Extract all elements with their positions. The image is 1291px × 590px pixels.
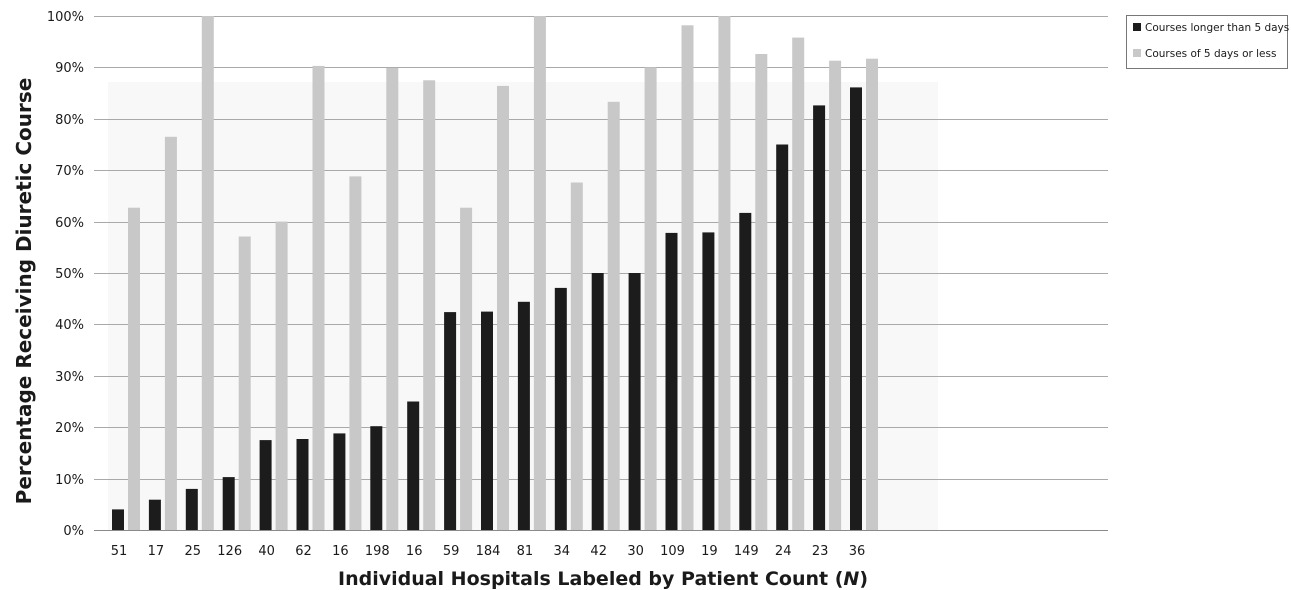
x-tick-label: 184: [476, 544, 501, 559]
bar-5-days-or-less: [718, 16, 731, 530]
bar-longer-than-5-days: [554, 287, 567, 530]
legend-swatch-long: [1133, 23, 1141, 31]
x-tick-label: 149: [734, 544, 759, 559]
x-axis-title: Individual Hospitals Labeled by Patient …: [338, 568, 868, 590]
bar-longer-than-5-days: [444, 312, 457, 530]
y-tick-label: 20%: [55, 421, 84, 436]
x-tick-label: 24: [775, 544, 792, 559]
bar-5-days-or-less: [128, 207, 140, 530]
bar-5-days-or-less: [275, 221, 288, 530]
bar-5-days-or-less: [312, 65, 325, 531]
y-tick-label: 50%: [55, 267, 84, 282]
bar-longer-than-5-days: [776, 144, 789, 530]
x-tick-label: 16: [332, 544, 349, 559]
bar-5-days-or-less: [497, 85, 509, 531]
x-tick-label: 34: [554, 544, 571, 559]
bar-5-days-or-less: [164, 136, 177, 531]
bar-longer-than-5-days: [850, 87, 862, 531]
y-tick-label: 70%: [55, 164, 84, 179]
y-tick-label: 80%: [55, 113, 84, 128]
x-tick-label: 40: [258, 544, 275, 559]
bar-5-days-or-less: [829, 60, 842, 530]
bar-longer-than-5-days: [481, 311, 493, 530]
bar-5-days-or-less: [349, 176, 362, 530]
bar-5-days-or-less: [423, 80, 436, 531]
y-tick-label: 10%: [55, 473, 84, 488]
x-tick-label: 59: [443, 544, 460, 559]
legend-label-short: Courses of 5 days or less: [1145, 48, 1276, 60]
bar-longer-than-5-days: [185, 488, 198, 530]
x-tick-label: 81: [517, 544, 534, 559]
y-tick-label: 90%: [55, 61, 84, 76]
bar-5-days-or-less: [460, 207, 473, 530]
bar-5-days-or-less: [607, 101, 620, 531]
y-tick-label: 0%: [63, 524, 84, 539]
x-axis-title-suffix: ): [859, 568, 868, 590]
y-axis-title: Percentage Receiving Diuretic Course: [12, 78, 36, 505]
legend-box: [1126, 15, 1288, 69]
y-tick-label: 100%: [47, 10, 84, 25]
bar-5-days-or-less: [644, 67, 657, 531]
bar-5-days-or-less: [201, 16, 214, 530]
bar-longer-than-5-days: [222, 477, 235, 530]
x-tick-label: 17: [148, 544, 165, 559]
bar-5-days-or-less: [570, 182, 583, 530]
bar-5-days-or-less: [533, 16, 546, 530]
x-tick-label: 109: [660, 544, 685, 559]
bar-longer-than-5-days: [813, 105, 826, 531]
y-axis-ticks: 0% 10% 20% 30% 40% 50% 60% 70% 80% 90% 100%: [47, 10, 84, 539]
bar-longer-than-5-days: [296, 439, 309, 530]
x-axis-ticks: 51 17 25 126 40 62 16 198 16 59 184 81 34 42 30 109 19 14…: [111, 544, 866, 559]
bars: [112, 16, 878, 531]
bar-longer-than-5-days: [259, 440, 272, 530]
x-tick-label: 25: [185, 544, 202, 559]
x-tick-label: 30: [627, 544, 644, 559]
legend-label-long: Courses longer than 5 days: [1145, 22, 1289, 34]
bar-longer-than-5-days: [591, 273, 604, 530]
bar-longer-than-5-days: [148, 499, 161, 530]
bar-longer-than-5-days: [628, 273, 641, 530]
x-axis-title-variable: N: [843, 568, 859, 590]
x-tick-label: 198: [365, 544, 390, 559]
legend: Courses longer than 5 days Courses of 5 …: [1126, 15, 1289, 69]
x-tick-label: 42: [590, 544, 607, 559]
bar-longer-than-5-days: [739, 212, 752, 530]
bar-5-days-or-less: [681, 25, 694, 531]
bar-5-days-or-less: [755, 54, 768, 530]
x-tick-label: 23: [812, 544, 829, 559]
legend-swatch-short: [1133, 49, 1141, 57]
bar-longer-than-5-days: [112, 509, 124, 530]
bar-longer-than-5-days: [370, 426, 383, 530]
bar-5-days-or-less: [386, 67, 399, 531]
x-tick-label: 19: [701, 544, 718, 559]
y-tick-label: 60%: [55, 216, 84, 231]
bar-5-days-or-less: [238, 236, 251, 530]
bar-longer-than-5-days: [407, 401, 420, 530]
y-tick-label: 30%: [55, 370, 84, 385]
bar-5-days-or-less: [866, 58, 878, 530]
bar-longer-than-5-days: [517, 301, 530, 530]
bar-5-days-or-less: [792, 37, 805, 530]
x-axis-title-prefix: Individual Hospitals Labeled by Patient …: [338, 568, 843, 590]
bar-longer-than-5-days: [333, 433, 346, 530]
x-tick-label: 16: [406, 544, 423, 559]
x-tick-label: 62: [295, 544, 312, 559]
bar-longer-than-5-days: [665, 232, 678, 530]
x-tick-label: 126: [217, 544, 242, 559]
x-tick-label: 36: [849, 544, 866, 559]
y-tick-label: 40%: [55, 318, 84, 333]
x-tick-label: 51: [111, 544, 128, 559]
bar-longer-than-5-days: [702, 232, 715, 530]
